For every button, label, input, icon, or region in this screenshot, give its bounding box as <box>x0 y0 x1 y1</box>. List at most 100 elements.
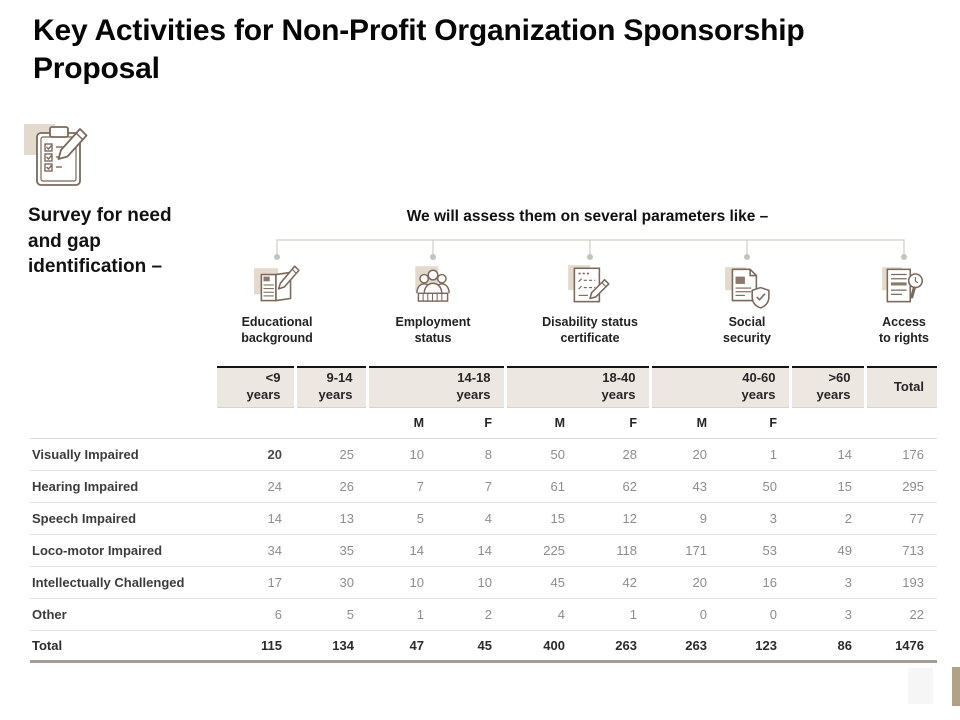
data-cell: 0 <box>650 598 720 631</box>
survey-table-body: Visually Impaired 20 25 10 8 50 28 20 1 14 176 Hear… <box>30 438 937 663</box>
data-cell: 2 <box>437 598 505 631</box>
group-header: <9 years <box>217 366 295 408</box>
data-cell: 0 <box>720 598 790 631</box>
people-group-icon <box>415 266 450 302</box>
data-cell: 25 <box>295 438 367 471</box>
data-cell: 6 <box>217 598 295 631</box>
data-cell: 171 <box>650 534 720 567</box>
data-cell: 26 <box>295 470 367 503</box>
survey-table: <9 years 9-14 years 14-18 years 18-40 years 40-6… <box>30 366 937 663</box>
parameter-label: Employment status <box>395 315 471 346</box>
total-cell: 123 <box>720 630 790 663</box>
parameter-employment-status: Employment status <box>368 261 498 347</box>
data-cell: 225 <box>505 534 578 567</box>
data-cell: 35 <box>295 534 367 567</box>
data-cell: 43 <box>650 470 720 503</box>
data-cell: 713 <box>865 534 937 567</box>
data-cell: 8 <box>437 438 505 471</box>
total-cell: 134 <box>295 630 367 663</box>
data-cell: 12 <box>578 502 650 535</box>
data-cell: 34 <box>217 534 295 567</box>
subheader-cell: M <box>505 407 578 439</box>
total-cell: 1476 <box>865 630 937 663</box>
data-cell: 10 <box>367 566 437 599</box>
group-header: Total <box>863 366 937 408</box>
parameter-access-to-rights: Access to rights <box>839 261 960 347</box>
data-cell: 295 <box>865 470 937 503</box>
data-cell: 24 <box>217 470 295 503</box>
data-cell: 4 <box>505 598 578 631</box>
total-cell: 47 <box>367 630 437 663</box>
parameter-disability-status-certificate: Disability status certificate <box>525 261 655 347</box>
data-cell: 77 <box>865 502 937 535</box>
row-label: Intellectually Challenged <box>30 566 217 599</box>
total-cell: 263 <box>578 630 650 663</box>
data-cell: 62 <box>578 470 650 503</box>
data-cell: 15 <box>790 470 865 503</box>
table-row: Hearing Impaired 24 26 7 7 61 62 43 50 15 295 <box>30 470 937 503</box>
group-header: 9-14 years <box>293 366 367 408</box>
data-cell: 14 <box>217 502 295 535</box>
data-cell: 5 <box>295 598 367 631</box>
row-label: Speech Impaired <box>30 502 217 535</box>
data-cell: 42 <box>578 566 650 599</box>
data-cell: 22 <box>865 598 937 631</box>
section-heading: We will assess them on several parameter… <box>406 208 769 225</box>
total-cell: 86 <box>790 630 865 663</box>
total-row: Total 115 134 47 45 400 263 263 123 86 1476 <box>30 630 937 663</box>
data-cell: 1 <box>367 598 437 631</box>
parameter-educational-background: Educational background <box>212 261 342 347</box>
table-row: Other 6 5 1 2 4 1 0 0 3 22 <box>30 598 937 631</box>
data-cell: 30 <box>295 566 367 599</box>
subheader-cell: F <box>437 407 505 439</box>
subheader-cell: M <box>367 407 437 439</box>
data-cell: 1 <box>578 598 650 631</box>
data-cell: 118 <box>578 534 650 567</box>
survey-table-wrap: <9 years 9-14 years 14-18 years 18-40 years 40-6… <box>30 366 937 663</box>
subheader-cell <box>790 407 865 439</box>
data-cell: 7 <box>437 470 505 503</box>
data-cell: 5 <box>367 502 437 535</box>
data-cell: 50 <box>505 438 578 471</box>
data-cell: 16 <box>720 566 790 599</box>
connector-lines <box>274 239 907 260</box>
document-magnifier-icon <box>882 267 924 303</box>
row-label: Other <box>30 598 217 631</box>
subheader-spacer <box>30 407 217 439</box>
data-cell: 28 <box>578 438 650 471</box>
row-label: Loco-motor Impaired <box>30 534 217 567</box>
table-row: Speech Impaired 14 13 5 4 15 12 9 3 2 77 <box>30 502 937 535</box>
data-cell: 3 <box>790 566 865 599</box>
parameter-label: Access to rights <box>879 315 929 346</box>
page-title: Key Activities for Non-Profit Organizati… <box>33 14 805 85</box>
parameter-label: Educational background <box>241 315 313 346</box>
survey-table-head: <9 years 9-14 years 14-18 years 18-40 years 40-6… <box>30 366 937 439</box>
subheader-cell: F <box>720 407 790 439</box>
left-note: Survey for need and gap identification – <box>28 205 172 278</box>
header-spacer <box>30 367 217 407</box>
data-cell: 4 <box>437 502 505 535</box>
parameter-label: Disability status certificate <box>542 315 638 346</box>
data-cell: 10 <box>367 438 437 471</box>
parameter-social-security: Social security <box>682 261 812 347</box>
data-cell: 2 <box>790 502 865 535</box>
data-cell: 3 <box>790 598 865 631</box>
corner-decoration-bar <box>952 667 960 706</box>
total-cell: 400 <box>505 630 578 663</box>
data-cell: 13 <box>295 502 367 535</box>
table-row: Loco-motor Impaired 34 35 14 14 225 118 171 53 49… <box>30 534 937 567</box>
group-header: >60 years <box>788 366 865 408</box>
table-row: Intellectually Challenged 17 30 10 10 45 42 20 1… <box>30 566 937 599</box>
data-cell: 17 <box>217 566 295 599</box>
total-cell: 115 <box>217 630 295 663</box>
data-cell: 14 <box>437 534 505 567</box>
data-cell: 3 <box>720 502 790 535</box>
data-cell: 14 <box>367 534 437 567</box>
row-label: Visually Impaired <box>30 438 217 471</box>
data-cell: 7 <box>367 470 437 503</box>
parameter-label: Social security <box>723 315 771 346</box>
data-cell: 20 <box>217 438 295 471</box>
subheader-cell <box>865 407 937 439</box>
data-cell: 1 <box>720 438 790 471</box>
